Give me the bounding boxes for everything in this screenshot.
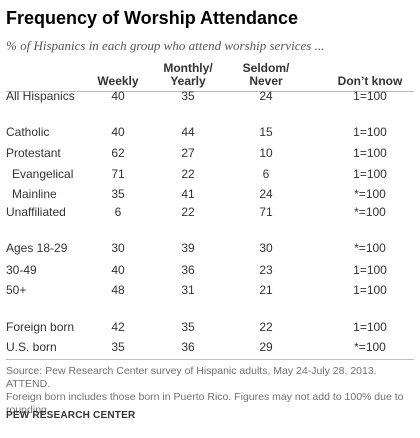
cell-seldom: 21	[259, 283, 273, 297]
source-line: rounding.	[6, 404, 50, 416]
cell-dont-know: *=100	[354, 187, 386, 201]
col-header-monthly-line2: Yearly	[170, 74, 206, 88]
col-header-monthly-line1: Monthly/	[163, 61, 213, 75]
cell-monthly: 36	[181, 340, 195, 354]
cell-weekly: 35	[111, 187, 125, 201]
cell-seldom: 24	[259, 89, 273, 103]
cell-monthly: 41	[181, 187, 195, 201]
table-row: All Hispanics 40 35 24 1=100	[0, 89, 420, 103]
col-header-monthly-yearly: Monthly/ Yearly	[152, 62, 224, 88]
cell-weekly: 6	[114, 205, 122, 219]
cell-monthly: 35	[181, 89, 195, 103]
table-row: Catholic 40 44 15 1=100	[0, 125, 420, 139]
subtitle: % of Hispanics in each group who attend …	[6, 38, 325, 53]
table-row: Mainline 35 41 24 *=100	[0, 187, 420, 201]
row-label: 50+	[6, 283, 27, 297]
cell-seldom: 71	[259, 205, 273, 219]
col-header-dont-know: Don’t know	[337, 74, 403, 88]
cell-weekly: 71	[111, 167, 125, 181]
cell-dont-know: 1=100	[353, 89, 387, 103]
row-label: U.S. born	[6, 340, 57, 354]
row-label: Mainline	[12, 187, 57, 201]
table-row: Unaffiliated 6 22 71 *=100	[0, 205, 420, 219]
row-label: Unaffiliated	[6, 205, 66, 219]
cell-weekly: 40	[111, 89, 125, 103]
row-label: Evangelical	[12, 167, 74, 181]
table-row: Ages 18-29 30 39 30 *=100	[0, 241, 420, 255]
cell-dont-know: 1=100	[353, 167, 387, 181]
source-line: Source: Pew Research Center survey of Hi…	[6, 365, 377, 390]
cell-dont-know: 1=100	[353, 283, 387, 297]
cell-dont-know: *=100	[354, 340, 386, 354]
cell-monthly: 35	[181, 320, 195, 334]
cell-weekly: 40	[111, 263, 125, 277]
col-header-weekly: Weekly	[97, 74, 139, 88]
cell-monthly: 44	[181, 125, 195, 139]
cell-seldom: 23	[259, 263, 273, 277]
row-label: All Hispanics	[6, 89, 75, 103]
cell-dont-know: *=100	[354, 241, 386, 255]
cell-seldom: 24	[259, 187, 273, 201]
cell-monthly: 36	[181, 263, 195, 277]
table-row: Protestant 62 27 10 1=100	[0, 146, 420, 160]
cell-dont-know: *=100	[354, 205, 386, 219]
table-row: 30-49 40 36 23 1=100	[0, 263, 420, 277]
cell-monthly: 22	[181, 205, 195, 219]
page-title: Frequency of Worship Attendance	[6, 8, 299, 28]
cell-monthly: 22	[181, 167, 195, 181]
cell-monthly: 27	[181, 146, 195, 160]
cell-seldom: 30	[259, 241, 273, 255]
cell-weekly: 35	[111, 340, 125, 354]
row-label: Ages 18-29	[6, 241, 68, 255]
row-label: Foreign born	[6, 320, 75, 334]
cell-monthly: 39	[181, 241, 195, 255]
source-note: Source: Pew Research Center survey of Hi…	[6, 365, 414, 417]
source-line: Foreign born includes those born in Puer…	[6, 391, 404, 403]
table-row: U.S. born 35 36 29 *=100	[0, 340, 420, 354]
col-header-seldom-never: Seldom/ Never	[230, 62, 302, 88]
cell-seldom: 15	[259, 125, 273, 139]
col-header-seldom-line2: Never	[249, 74, 283, 88]
cell-seldom: 29	[259, 340, 273, 354]
cell-monthly: 31	[181, 283, 195, 297]
cell-dont-know: 1=100	[353, 320, 387, 334]
table-row: Foreign born 42 35 22 1=100	[0, 320, 420, 334]
cell-weekly: 48	[111, 283, 125, 297]
row-label: 30-49	[6, 263, 37, 277]
cell-weekly: 62	[111, 146, 125, 160]
cell-weekly: 42	[111, 320, 125, 334]
row-label: Catholic	[6, 125, 50, 139]
cell-weekly: 40	[111, 125, 125, 139]
row-label: Protestant	[6, 146, 61, 160]
col-header-seldom-line1: Seldom/	[242, 61, 290, 75]
table-row: 50+ 48 31 21 1=100	[0, 283, 420, 297]
footer-credit: PEW RESEARCH CENTER	[6, 410, 136, 421]
cell-seldom: 22	[259, 320, 273, 334]
header-divider	[6, 91, 414, 92]
cell-dont-know: 1=100	[353, 263, 387, 277]
cell-dont-know: 1=100	[353, 125, 387, 139]
cell-weekly: 30	[111, 241, 125, 255]
cell-seldom: 6	[262, 167, 270, 181]
table-row: Evangelical 71 22 6 1=100	[0, 167, 420, 181]
source-divider	[6, 359, 414, 360]
cell-seldom: 10	[259, 146, 273, 160]
cell-dont-know: 1=100	[353, 146, 387, 160]
